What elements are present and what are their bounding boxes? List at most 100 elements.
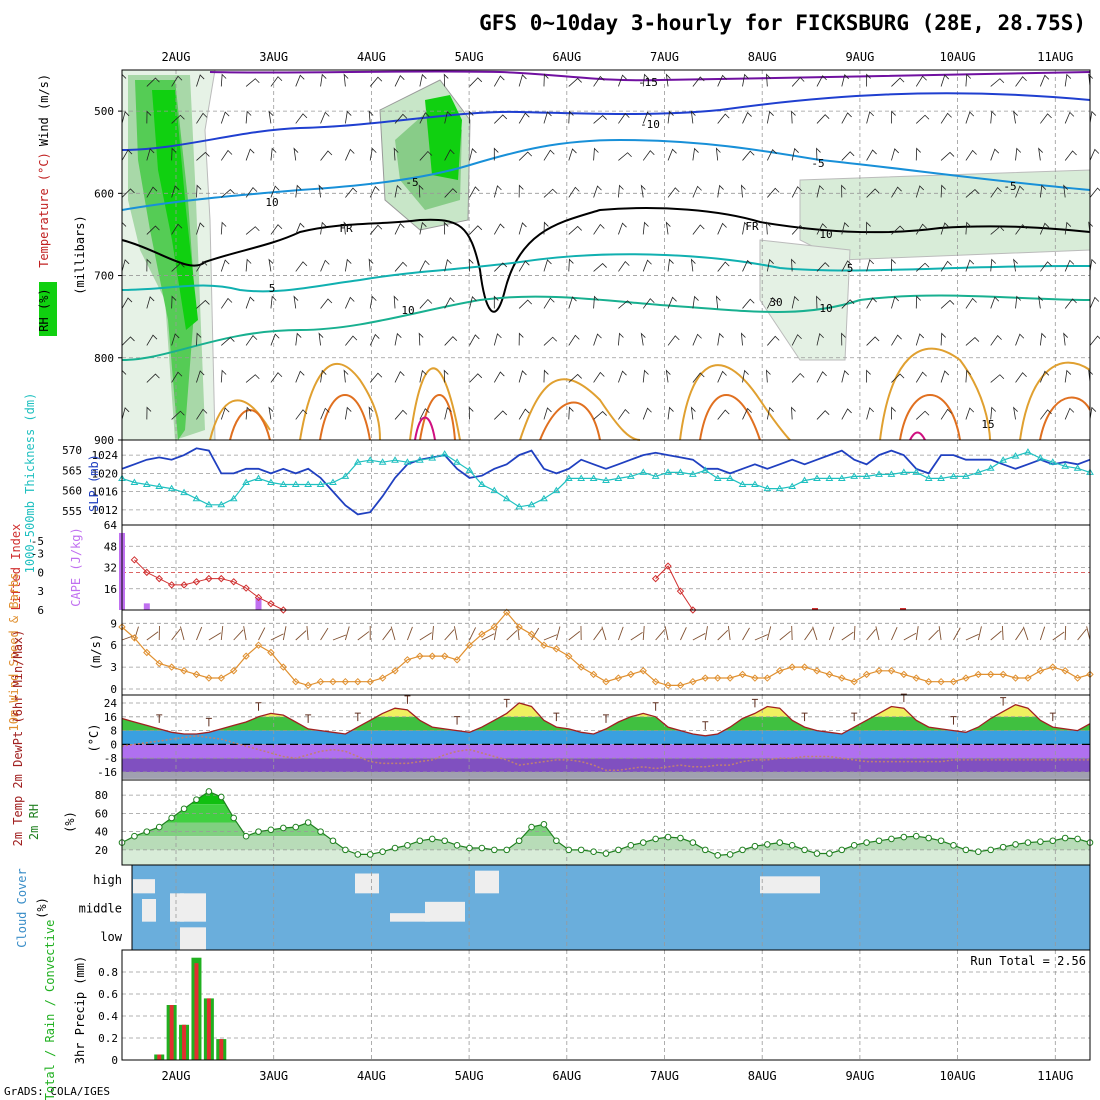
wind-barb: [295, 409, 308, 420]
wind-barb: [891, 186, 902, 198]
thickness-marker: [440, 450, 449, 457]
lifted-index-marker: [254, 593, 263, 602]
wind-speed-marker: [577, 663, 585, 671]
temp-tick: 8: [110, 725, 117, 738]
wind-barb: [171, 371, 183, 383]
cape-tick: 64: [104, 519, 118, 532]
wind-barb: [568, 296, 577, 309]
rh2m-marker: [850, 842, 858, 849]
temperature-contour: [121, 253, 1091, 293]
wind-barb: [221, 337, 235, 346]
wind-barb: [1013, 258, 1018, 272]
wind-speed-marker: [229, 667, 238, 675]
wind-barb: [940, 74, 950, 87]
wind-barb: [220, 111, 230, 124]
thickness-marker: [825, 474, 834, 481]
wind-barb: [220, 149, 233, 161]
wind-barb: [742, 259, 752, 272]
wind-barb: [1015, 372, 1027, 383]
precip-legend-label: Total / Rain / Convective: [43, 920, 57, 1100]
wind-barb: [791, 224, 805, 235]
wind-speed-marker: [726, 674, 734, 682]
wind10m-barb: [841, 631, 854, 641]
wind-barb: [293, 147, 299, 161]
wind-barb: [742, 298, 755, 309]
wind-barb: [642, 150, 655, 161]
rh2m-marker: [404, 842, 411, 849]
wind-speed-marker: [738, 670, 747, 679]
wind-barb: [766, 258, 774, 272]
wind-barb: [667, 335, 680, 346]
cloud-cleared-block: [133, 879, 155, 894]
thickness-marker: [875, 470, 883, 477]
wind-barb: [717, 222, 727, 235]
wind-barb: [419, 150, 433, 161]
thickness-marker: [664, 468, 672, 475]
wind-barb: [493, 223, 505, 235]
wind-barb: [343, 221, 349, 235]
wind-speed-marker: [1049, 663, 1057, 671]
temperature-axis-label: Temperature (°C): [37, 152, 51, 268]
wind10m-barb: [928, 629, 939, 641]
wind-barb: [369, 333, 380, 346]
wind-barb: [990, 110, 997, 124]
chart-title: GFS 0~10day 3-hourly for FICKSBURG (28E,…: [479, 11, 1086, 35]
rh2m-marker: [950, 842, 957, 849]
thickness-marker: [453, 458, 461, 465]
cloud-cleared-block: [180, 927, 206, 950]
wind-barb: [444, 110, 452, 124]
wind10m-barb: [1052, 631, 1065, 641]
lifted-index-marker: [229, 578, 238, 586]
rh2m-marker: [143, 828, 151, 835]
wind-barb: [518, 299, 533, 309]
wind-barb: [692, 147, 699, 161]
wind-barb: [443, 369, 449, 383]
wind-barb: [171, 114, 185, 124]
thickness-marker: [242, 478, 250, 485]
wind-barb: [469, 77, 483, 87]
rh2m-marker: [242, 832, 250, 840]
cloud-row-label: high: [93, 873, 122, 887]
wind10m-barb: [875, 626, 880, 641]
wind-barb: [990, 258, 997, 272]
rh2m-marker: [304, 819, 312, 826]
wind-barb: [642, 407, 652, 420]
wind-barb: [468, 406, 474, 420]
wind-speed-marker: [490, 623, 499, 631]
wind-barb: [196, 222, 205, 235]
wind-barb: [791, 186, 802, 198]
thickness-marker: [701, 466, 710, 473]
thickness-marker: [552, 486, 561, 494]
precip-frame: [121, 949, 1091, 1061]
wind-speed-marker: [428, 652, 436, 660]
date-label-top: 6AUG: [552, 50, 581, 64]
wind-barb: [1039, 370, 1050, 383]
wind-speed-marker: [205, 674, 213, 682]
precip-tick: 0.6: [98, 988, 118, 1001]
wind-barb: [841, 299, 855, 309]
wind-barb: [344, 110, 352, 124]
wind-barb: [692, 295, 699, 309]
rh2m-marker: [267, 826, 275, 834]
date-label-bottom: 2AUG: [162, 1069, 191, 1083]
wind-barb: [270, 333, 280, 346]
wind-barb: [345, 148, 355, 161]
thickness-marker: [763, 484, 772, 492]
wind-barb: [444, 258, 452, 272]
wind-speed-marker: [254, 641, 263, 649]
rh-tick: 80: [95, 789, 108, 802]
wind-tick: 9: [110, 617, 117, 630]
wind-barb: [295, 113, 308, 124]
rh2m-marker: [515, 837, 523, 845]
wind-barb: [1089, 187, 1100, 198]
wind-speed-marker: [540, 641, 548, 649]
wind-barb: [394, 332, 402, 346]
wind-barb: [965, 337, 980, 346]
wind-barb: [866, 188, 880, 198]
wind-barb: [1015, 76, 1027, 87]
thickness-marker: [403, 458, 412, 465]
rh2m-marker: [466, 844, 473, 852]
wind-barb: [1039, 222, 1050, 235]
wind10m-barb: [382, 628, 392, 641]
temp-minmax-bar: [801, 712, 808, 722]
